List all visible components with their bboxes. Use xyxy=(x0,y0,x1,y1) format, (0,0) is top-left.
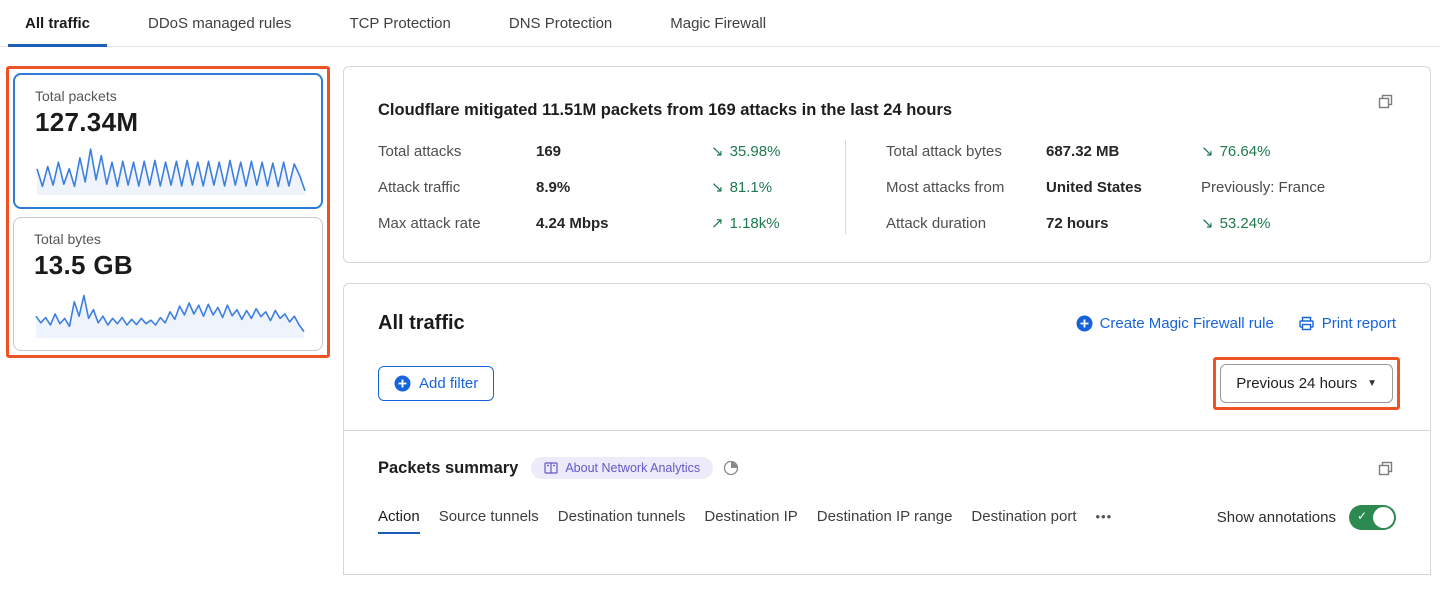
ps-tab-action[interactable]: Action xyxy=(378,508,420,534)
stat-value: 4.24 Mbps xyxy=(536,214,609,232)
total-bytes-value: 13.5 GB xyxy=(34,250,133,280)
stat-delta: ↘ 76.64% xyxy=(1201,143,1271,160)
packets-summary-tabs: Action Source tunnels Destination tunnel… xyxy=(378,508,1112,534)
stat-value: United States xyxy=(1046,178,1142,196)
stat-most-attacks-from: Most attacks from United States Previous… xyxy=(886,176,1396,198)
page-body: Total packets 127.34M Total bytes 13.5 G… xyxy=(0,47,1440,575)
stat-value: 72 hours xyxy=(1046,214,1109,232)
trend-down-icon: ↘ xyxy=(711,179,724,196)
annotation-highlight-metrics: Total packets 127.34M Total bytes 13.5 G… xyxy=(6,66,330,358)
more-tabs-button[interactable]: ••• xyxy=(1095,508,1113,524)
plus-circle-icon xyxy=(1076,315,1093,332)
total-packets-label: Total packets xyxy=(35,88,117,104)
annotation-highlight-time-range: Previous 24 hours ▼ xyxy=(1213,357,1400,410)
mitigation-summary-title: Cloudflare mitigated 11.51M packets from… xyxy=(378,101,953,119)
chevron-down-icon: ▼ xyxy=(1367,378,1377,389)
stat-delta: ↘ 35.98% xyxy=(711,143,781,160)
time-range-dropdown[interactable]: Previous 24 hours ▼ xyxy=(1220,364,1393,403)
ps-tab-destination-tunnels[interactable]: Destination tunnels xyxy=(557,507,686,525)
tab-dns-protection[interactable]: DNS Protection xyxy=(508,14,613,32)
stat-value: 8.9% xyxy=(536,178,571,196)
stat-label: Most attacks from xyxy=(886,178,1005,196)
create-magic-firewall-rule-link[interactable]: Create Magic Firewall rule xyxy=(1076,315,1274,332)
stat-max-attack-rate: Max attack rate 4.24 Mbps ↗ 1.18k% xyxy=(378,212,815,234)
ps-tab-destination-port[interactable]: Destination port xyxy=(971,507,1077,525)
tab-magic-firewall[interactable]: Magic Firewall xyxy=(670,14,767,32)
stat-label: Attack traffic xyxy=(378,178,461,196)
stat-label: Max attack rate xyxy=(378,214,481,232)
tab-all-traffic[interactable]: All traffic xyxy=(8,0,108,47)
total-packets-sparkline xyxy=(36,148,306,195)
total-packets-card[interactable]: Total packets 127.34M xyxy=(13,73,323,209)
copy-icon xyxy=(1378,461,1393,475)
total-packets-value: 127.34M xyxy=(35,107,139,137)
all-traffic-title: All traffic xyxy=(378,312,465,334)
show-annotations-toggle[interactable]: ✓ xyxy=(1349,505,1396,530)
copy-icon xyxy=(1378,94,1393,109)
packets-summary-section: Packets summary About Network Analytics xyxy=(344,431,1430,536)
trend-down-icon: ↘ xyxy=(1201,215,1214,232)
trend-up-icon: ↗ xyxy=(711,215,724,232)
add-filter-button[interactable]: Add filter xyxy=(378,366,495,401)
copy-packets-summary-button[interactable] xyxy=(1375,458,1396,479)
mitigation-summary-card: Cloudflare mitigated 11.51M packets from… xyxy=(343,66,1431,263)
ps-tab-destination-ip-range[interactable]: Destination IP range xyxy=(816,507,953,525)
trend-down-icon: ↘ xyxy=(1201,143,1214,160)
ps-tab-source-tunnels[interactable]: Source tunnels xyxy=(438,507,539,525)
stat-attack-duration: Attack duration 72 hours ↘ 53.24% xyxy=(886,212,1396,234)
main-panel: Cloudflare mitigated 11.51M packets from… xyxy=(343,66,1431,575)
stat-delta: ↘ 81.1% xyxy=(711,179,773,196)
toggle-knob xyxy=(1373,507,1394,528)
tab-tcp-protection[interactable]: TCP Protection xyxy=(349,14,451,32)
stat-label: Total attack bytes xyxy=(886,142,1002,160)
stat-value: 169 xyxy=(536,142,562,160)
tab-ddos-managed-rules[interactable]: DDoS managed rules xyxy=(148,14,292,32)
total-bytes-card[interactable]: Total bytes 13.5 GB xyxy=(13,217,323,351)
metrics-sidebar: Total packets 127.34M Total bytes 13.5 G… xyxy=(6,66,330,358)
printer-icon xyxy=(1299,316,1314,331)
packets-summary-title: Packets summary xyxy=(378,458,519,477)
stat-total-attack-bytes: Total attack bytes 687.32 MB ↘ 76.64% xyxy=(886,140,1396,162)
protection-tabbar: All traffic DDoS managed rules TCP Prote… xyxy=(0,0,1440,47)
book-icon xyxy=(544,462,558,474)
show-annotations-label: Show annotations xyxy=(1216,509,1336,526)
trend-down-icon: ↘ xyxy=(711,143,724,160)
check-icon: ✓ xyxy=(1357,509,1368,523)
panel-divider xyxy=(344,430,1430,431)
stat-label: Total attacks xyxy=(378,142,462,160)
print-report-link[interactable]: Print report xyxy=(1298,315,1396,332)
stat-attack-traffic: Attack traffic 8.9% ↘ 81.1% xyxy=(378,176,815,198)
attack-stats: Total attacks 169 ↘ 35.98% Attack traffic… xyxy=(378,140,1396,234)
about-network-analytics-badge[interactable]: About Network Analytics xyxy=(531,457,714,479)
pie-chart-icon[interactable] xyxy=(723,460,739,476)
all-traffic-panel: All traffic Create Magic Firewall rule xyxy=(343,283,1431,575)
total-bytes-label: Total bytes xyxy=(34,231,101,247)
stat-delta: ↘ 53.24% xyxy=(1201,215,1271,232)
plus-circle-icon xyxy=(394,375,411,392)
stat-total-attacks: Total attacks 169 ↘ 35.98% xyxy=(378,140,815,162)
stat-value: 687.32 MB xyxy=(1046,142,1120,160)
stat-previous-value: Previously: France xyxy=(1201,178,1326,196)
copy-summary-button[interactable] xyxy=(1375,91,1396,112)
stat-delta: ↗ 1.18k% xyxy=(711,215,780,232)
ps-tab-destination-ip[interactable]: Destination IP xyxy=(704,507,798,525)
stat-label: Attack duration xyxy=(886,214,987,232)
total-bytes-sparkline xyxy=(35,294,305,338)
